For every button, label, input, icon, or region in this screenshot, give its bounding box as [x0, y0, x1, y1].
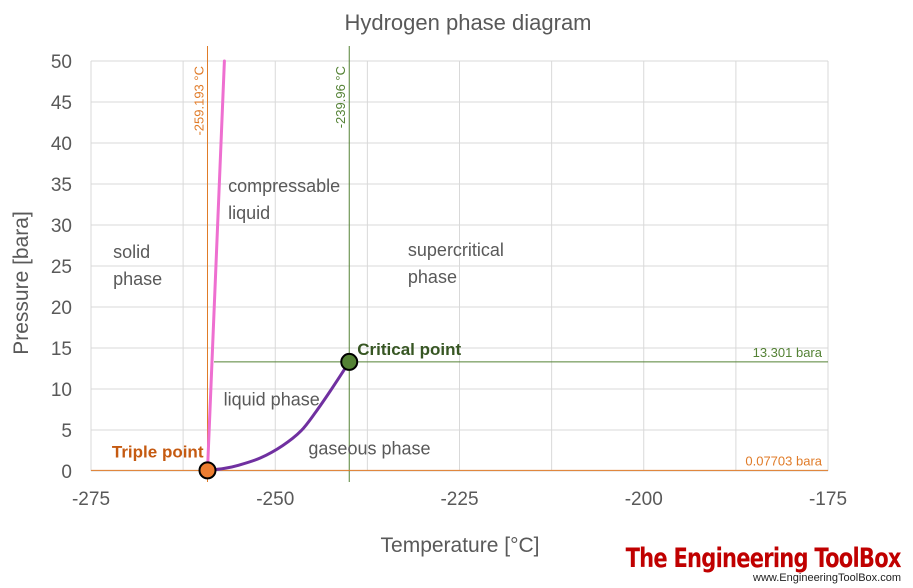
x-tick-label: -200 — [625, 489, 663, 510]
y-tick-label: 45 — [51, 93, 72, 114]
region-label-line: supercritical — [408, 240, 504, 260]
series-lines — [205, 59, 351, 472]
x-axis-label: Temperature [°C] — [381, 534, 540, 557]
y-tick-label: 5 — [61, 421, 72, 442]
region-label-liquid: liquid phase — [224, 389, 320, 409]
y-tick-label: 40 — [51, 134, 72, 155]
y-tick-label: 30 — [51, 216, 72, 237]
y-tick-label: 20 — [51, 298, 72, 319]
y-tick-label: 35 — [51, 175, 72, 196]
phase-boundary-line — [205, 59, 226, 472]
x-tick-label: -225 — [440, 489, 478, 510]
y-tick-label: 10 — [51, 380, 72, 401]
point-marker — [198, 461, 217, 480]
region-labels: solid phase compressable liquid supercritica… — [113, 176, 504, 458]
x-tick-label: -175 — [809, 489, 847, 510]
y-axis-label: Pressure [bara] — [10, 211, 33, 355]
watermark: The Engineering ToolBox www.EngineeringT… — [548, 543, 902, 584]
reference-label-horizontal: 13.301 bara — [753, 345, 823, 360]
reference-label-horizontal: 0.07703 bara — [745, 453, 822, 468]
point-label: Triple point — [112, 442, 204, 461]
point-marker — [340, 352, 359, 371]
engineering-toolbox-logo: The Engineering ToolBox — [625, 543, 902, 574]
tick-labels: 0 5 10 15 20 25 30 35 40 45 50 -275 -250 -225 -200 -175 — [51, 52, 847, 510]
y-tick-label: 0 — [61, 462, 72, 483]
region-label-line: compressable — [228, 176, 340, 196]
phase-boundary-line — [205, 360, 351, 472]
grid — [90, 60, 829, 472]
region-label-line: gaseous phase — [308, 439, 430, 459]
region-label-line: phase — [113, 269, 162, 289]
region-label-gaseous: gaseous phase — [308, 439, 430, 459]
chart-title: Hydrogen phase diagram — [344, 10, 591, 35]
region-label-solid: solid phase — [113, 242, 162, 289]
reference-lines: -259.193 °C -239.96 °C 13.301 bara 0.07703 … — [91, 46, 828, 482]
region-label-supercritical: supercritical phase — [408, 240, 504, 287]
y-tick-label: 25 — [51, 257, 72, 278]
region-label-compressable: compressable liquid — [228, 176, 340, 223]
region-label-line: liquid — [228, 203, 270, 223]
point-label: Critical point — [357, 340, 461, 359]
reference-label-vertical: -259.193 °C — [191, 66, 206, 136]
reference-label-vertical: -239.96 °C — [333, 66, 348, 128]
key-points: Triple point Critical point — [112, 340, 461, 480]
watermark-url: www.EngineeringToolBox.com — [753, 572, 901, 584]
region-label-line: liquid phase — [224, 389, 320, 409]
region-label-line: solid — [113, 242, 150, 262]
y-tick-label: 50 — [51, 52, 72, 73]
x-tick-label: -250 — [256, 489, 294, 510]
region-label-line: phase — [408, 267, 457, 287]
x-tick-label: -275 — [72, 489, 110, 510]
y-tick-label: 15 — [51, 339, 72, 360]
